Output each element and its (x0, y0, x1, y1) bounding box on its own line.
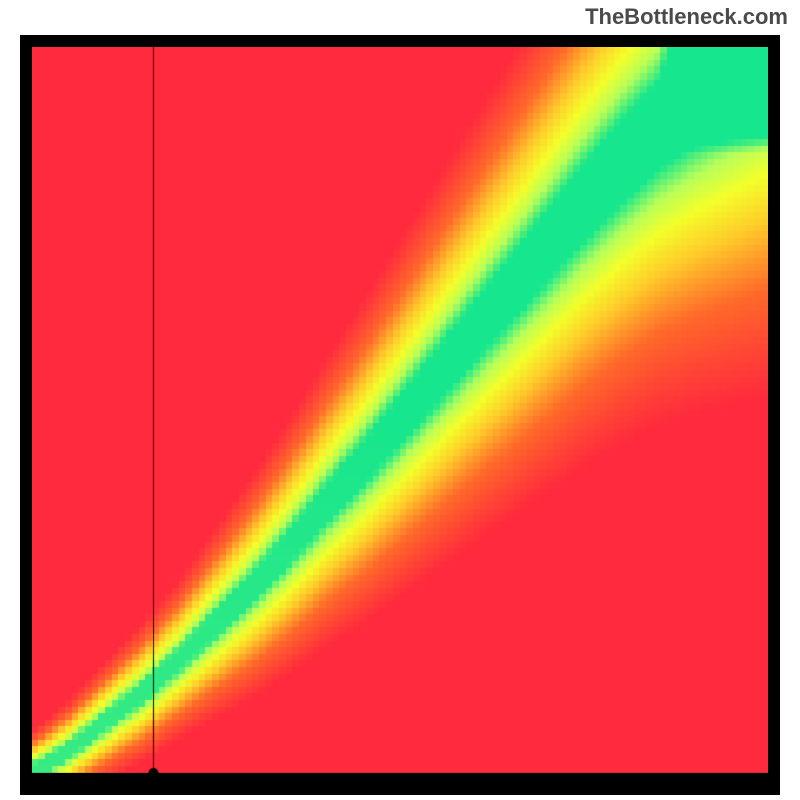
attribution-text: TheBottleneck.com (585, 4, 788, 30)
bottleneck-heatmap (20, 35, 780, 795)
heatmap-canvas (32, 47, 768, 773)
